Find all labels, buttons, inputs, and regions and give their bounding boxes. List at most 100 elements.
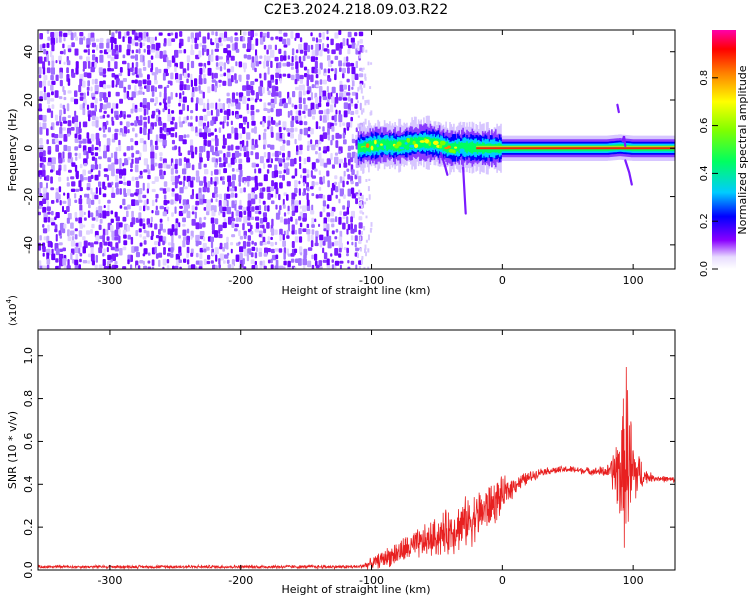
noise-speckle <box>224 31 228 40</box>
noise-speckle <box>135 61 139 68</box>
noise-speckle <box>278 126 282 133</box>
noise-speckle <box>270 36 274 41</box>
noise-edge-speckle <box>363 83 366 88</box>
noise-speckle <box>171 224 175 232</box>
noise-speckle <box>299 49 304 54</box>
noise-speckle <box>82 102 85 110</box>
noise-speckle <box>170 92 173 100</box>
noise-speckle <box>274 182 278 190</box>
noise-speckle <box>83 36 86 41</box>
noise-speckle <box>311 217 314 225</box>
noise-speckle <box>246 151 250 158</box>
noise-speckle <box>203 248 207 253</box>
noise-speckle <box>90 168 93 173</box>
noise-speckle <box>266 222 270 229</box>
noise-speckle <box>179 92 182 101</box>
noise-edge-speckle <box>360 196 363 199</box>
noise-speckle <box>299 128 303 135</box>
noise-speckle <box>42 61 46 69</box>
noise-speckle <box>146 85 150 92</box>
noise-speckle <box>90 133 95 142</box>
noise-speckle <box>46 67 51 74</box>
noise-speckle <box>55 234 58 242</box>
noise-speckle <box>159 50 163 59</box>
noise-speckle <box>270 158 273 164</box>
noise-speckle <box>59 115 62 123</box>
noise-speckle <box>239 144 243 152</box>
noise-speckle <box>67 78 71 86</box>
noise-speckle <box>274 92 279 97</box>
noise-speckle <box>91 260 95 266</box>
noise-speckle <box>111 80 115 88</box>
noise-speckle <box>179 31 183 37</box>
noise-speckle <box>242 127 246 134</box>
noise-speckle <box>179 187 184 194</box>
noise-speckle <box>358 50 361 55</box>
noise-speckle <box>130 264 133 269</box>
noise-speckle <box>250 198 256 205</box>
noise-speckle <box>183 134 187 139</box>
noise-speckle <box>58 253 64 260</box>
noise-speckle <box>235 92 239 96</box>
noise-speckle <box>331 259 334 263</box>
noise-speckle <box>94 146 99 151</box>
noise-speckle <box>175 253 181 261</box>
noise-speckle <box>143 205 146 212</box>
noise-speckle <box>39 80 43 88</box>
noise-speckle <box>274 229 278 235</box>
noise-speckle <box>231 234 236 238</box>
noise-speckle <box>255 264 258 269</box>
noise-speckle <box>106 145 110 152</box>
noise-speckle <box>130 162 133 169</box>
noise-speckle <box>111 181 114 186</box>
noise-speckle <box>322 259 327 263</box>
noise-speckle <box>199 115 204 121</box>
noise-speckle <box>355 60 358 69</box>
noise-speckle <box>226 121 229 127</box>
noise-speckle <box>206 246 210 251</box>
noise-speckle <box>135 230 139 237</box>
y-tick-label: 20 <box>22 93 35 107</box>
noise-speckle <box>83 240 88 249</box>
noise-speckle <box>279 174 282 179</box>
noise-speckle <box>310 92 313 100</box>
noise-speckle <box>179 205 183 209</box>
noise-speckle <box>78 140 83 144</box>
noise-speckle <box>239 188 243 194</box>
noise-speckle <box>266 86 270 92</box>
noise-speckle <box>347 96 351 102</box>
noise-speckle <box>58 157 63 164</box>
noise-speckle <box>79 195 82 199</box>
noise-speckle <box>50 84 54 91</box>
noise-speckle <box>166 164 171 169</box>
noise-speckle <box>66 192 70 200</box>
noise-speckle <box>71 72 76 78</box>
noise-speckle <box>338 48 342 55</box>
noise-speckle <box>338 198 341 204</box>
noise-speckle <box>267 205 270 212</box>
noise-speckle <box>263 55 267 62</box>
noise-speckle <box>239 253 243 261</box>
noise-speckle <box>331 264 335 269</box>
noise-speckle <box>250 216 255 220</box>
noise-speckle <box>159 175 165 180</box>
noise-speckle <box>95 132 100 140</box>
noise-speckle <box>239 97 243 102</box>
noise-speckle <box>134 133 138 138</box>
noise-speckle <box>99 50 103 54</box>
noise-speckle <box>346 56 349 62</box>
noise-speckle <box>242 241 247 249</box>
noise-speckle <box>311 181 315 187</box>
noise-speckle <box>298 84 303 91</box>
noise-speckle <box>199 42 202 47</box>
noise-speckle <box>198 120 203 127</box>
noise-speckle <box>275 36 279 40</box>
noise-speckle <box>310 210 315 215</box>
noise-speckle <box>311 109 316 115</box>
noise-speckle <box>330 139 333 146</box>
noise-speckle <box>139 102 143 108</box>
noise-speckle <box>334 114 337 122</box>
noise-speckle <box>330 38 334 46</box>
noise-speckle <box>211 79 216 83</box>
